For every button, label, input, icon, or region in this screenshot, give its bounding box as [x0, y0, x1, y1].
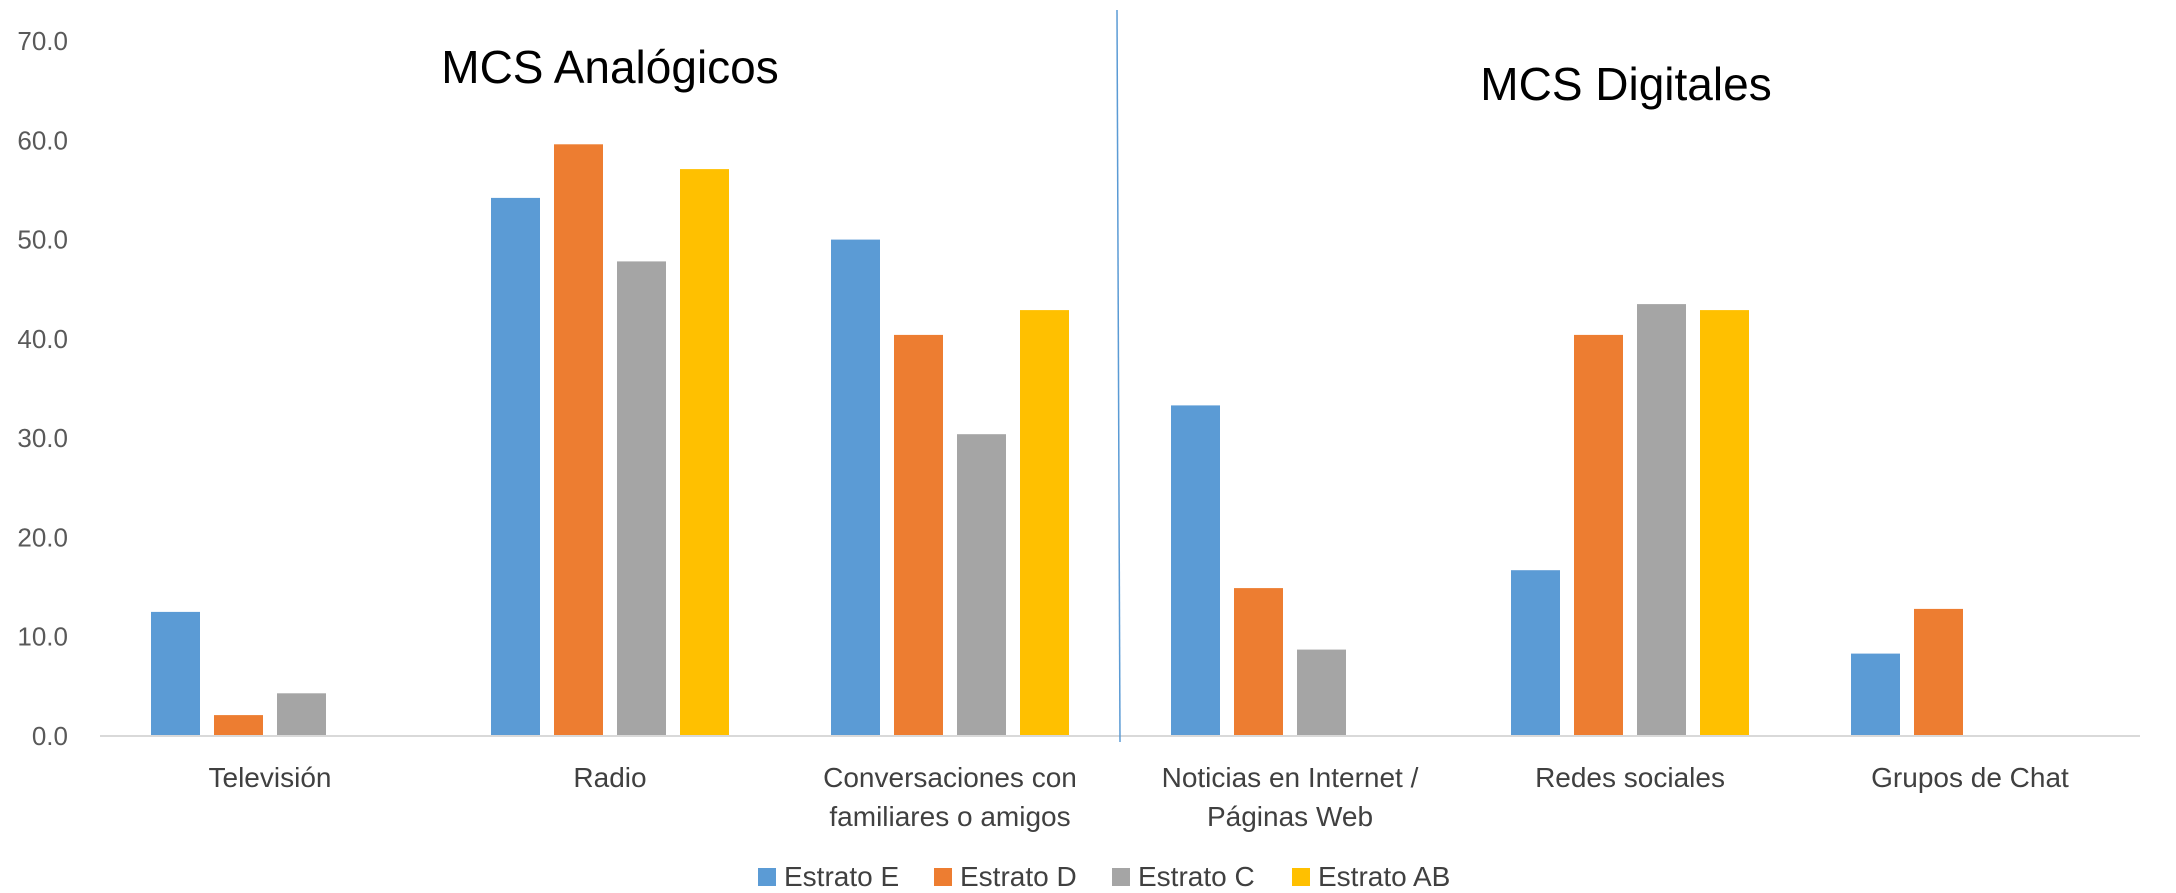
- bar: [277, 693, 326, 736]
- bar: [831, 239, 880, 736]
- x-category-label: Radio: [573, 762, 646, 793]
- annotation-digital: MCS Digitales: [1480, 58, 1771, 110]
- bar: [1511, 570, 1560, 736]
- y-axis-ticks: 0.0 10.0 20.0 30.0 40.0 50.0 60.0 70.0: [17, 26, 68, 751]
- bar: [1574, 334, 1623, 736]
- bar: [680, 169, 729, 737]
- legend-label: Estrato D: [960, 861, 1077, 892]
- y-tick-label: 20.0: [17, 522, 68, 552]
- category-labels: Televisión Radio Conversaciones con familia…: [209, 762, 2070, 832]
- bars: [151, 144, 1963, 737]
- legend: Estrato E Estrato D Estrato C Estrato AB: [758, 861, 1450, 892]
- bar: [1637, 304, 1686, 736]
- annotation-analog: MCS Analógicos: [441, 41, 779, 93]
- bar: [1020, 310, 1069, 736]
- x-category-label: Televisión: [209, 762, 332, 793]
- x-category-label: Conversaciones con: [823, 762, 1077, 793]
- bar: [617, 261, 666, 736]
- legend-swatch: [758, 868, 776, 886]
- legend-swatch: [1112, 868, 1130, 886]
- bar: [151, 611, 200, 736]
- bar: [1914, 608, 1963, 736]
- y-tick-label: 70.0: [17, 26, 68, 56]
- legend-swatch: [934, 868, 952, 886]
- y-tick-label: 10.0: [17, 622, 68, 652]
- bar: [1700, 310, 1749, 736]
- y-tick-label: 60.0: [17, 125, 68, 155]
- bar: [894, 334, 943, 736]
- y-tick-label: 0.0: [32, 721, 68, 751]
- bar: [1297, 649, 1346, 736]
- x-category-label: Noticias en Internet /: [1162, 762, 1419, 793]
- x-category-label: Páginas Web: [1207, 801, 1373, 832]
- x-category-label: Grupos de Chat: [1871, 762, 2069, 793]
- bar: [1851, 653, 1900, 736]
- y-tick-label: 40.0: [17, 324, 68, 354]
- bar: [554, 144, 603, 737]
- legend-label: Estrato E: [784, 861, 899, 892]
- bar: [214, 715, 263, 736]
- x-category-label: familiares o amigos: [829, 801, 1070, 832]
- section-divider-line: [1116, 9, 1121, 743]
- x-category-label: Redes sociales: [1535, 762, 1725, 793]
- legend-label: Estrato C: [1138, 861, 1255, 892]
- bar: [1171, 405, 1220, 736]
- bar: [491, 197, 540, 736]
- bar: [1234, 588, 1283, 736]
- legend-swatch: [1292, 868, 1310, 886]
- y-tick-label: 50.0: [17, 225, 68, 255]
- bar: [957, 434, 1006, 736]
- legend-label: Estrato AB: [1318, 861, 1450, 892]
- y-tick-label: 30.0: [17, 423, 68, 453]
